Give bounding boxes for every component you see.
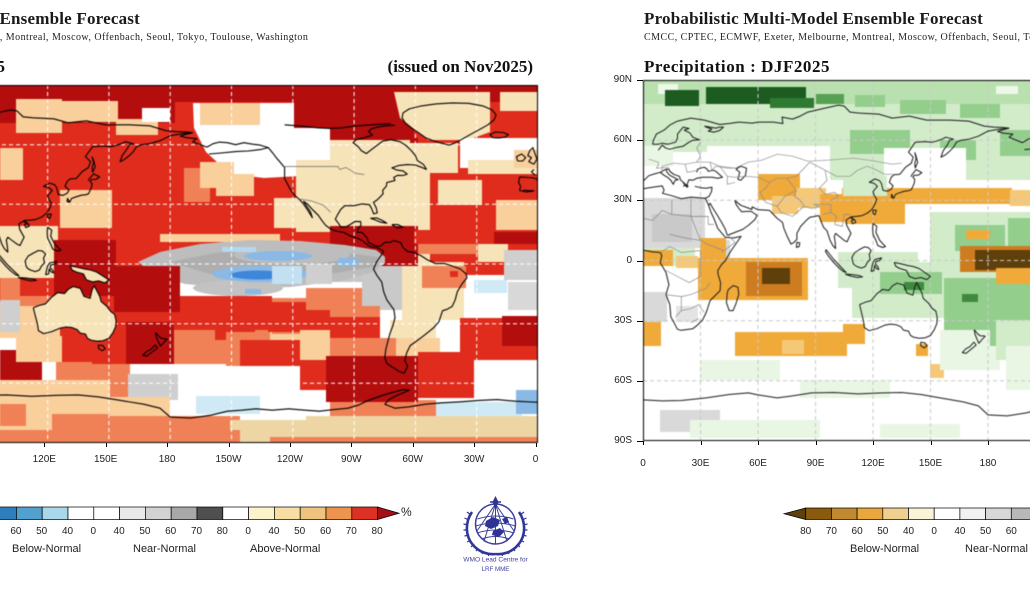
svg-text:WMO Lead Centre for: WMO Lead Centre for	[463, 557, 528, 564]
svg-text:LRF MME: LRF MME	[482, 566, 510, 573]
